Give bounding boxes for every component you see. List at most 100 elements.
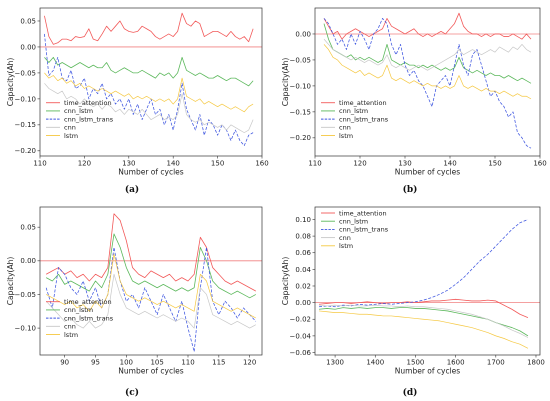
plot-frame <box>314 206 541 356</box>
legend-label-cnn_lstm: cnn_lstm <box>339 107 368 115</box>
y-axis-label: Capacity(Ah) <box>6 257 15 306</box>
chart-panel-c: 90 95 100 105 110 115 120 0.05 0.00 −0.05 −0.10 Num… <box>6 206 263 376</box>
panel-label-c: (c) <box>125 387 139 398</box>
legend: time_attentioncnn_lstmcnn_lstm_transcnnl… <box>321 209 389 250</box>
series-line-lstm <box>323 44 532 100</box>
y-tick-label: 0.00 <box>295 299 311 307</box>
x-tick-label: 115 <box>212 359 225 367</box>
legend-label-cnn_lstm: cnn_lstm <box>64 306 93 314</box>
y-tick-label: 0.04 <box>295 266 311 274</box>
x-tick-label: 120 <box>78 160 91 168</box>
x-tick-label: 110 <box>33 160 46 168</box>
y-tick-label: −0.10 <box>290 82 311 90</box>
legend-label-cnn_lstm: cnn_lstm <box>64 107 93 115</box>
series-line-lstm <box>44 72 254 113</box>
legend: time_attentioncnn_lstmcnn_lstm_transcnnl… <box>321 99 389 140</box>
legend-label-cnn: cnn <box>339 124 351 132</box>
legend-label-cnn_lstm_trans: cnn_lstm_trans <box>64 314 114 322</box>
series-line-time_attention <box>318 298 529 318</box>
x-tick-label: 1300 <box>326 359 344 367</box>
y-tick-label: −0.05 <box>15 291 36 299</box>
legend-label-time_attention: time_attention <box>64 99 112 107</box>
x-tick-label: 1500 <box>407 359 425 367</box>
series-line-lstm <box>318 310 529 349</box>
plot-frame <box>314 7 541 157</box>
panel-label-b: (b) <box>403 184 418 195</box>
x-tick-label: 110 <box>181 359 194 367</box>
y-tick-label: 0.06 <box>295 249 311 257</box>
x-tick-label: 140 <box>443 160 456 168</box>
panel-label-d: (d) <box>403 387 418 398</box>
y-tick-label: 0.02 <box>295 282 311 290</box>
y-tick-label: −0.15 <box>15 121 36 129</box>
y-tick-label: −0.06 <box>290 349 312 357</box>
legend-label-lstm: lstm <box>339 132 353 140</box>
legend-label-cnn_lstm_trans: cnn_lstm_trans <box>339 115 389 123</box>
x-tick-label: 1600 <box>447 359 465 367</box>
x-axis-label: Number of cycles <box>395 367 461 376</box>
chart-panel-a: 110 120 130 140 150 160 0.05 0.00 −0.05 −0.10 −0.1… <box>6 7 269 177</box>
y-axis-label: Capacity(Ah) <box>281 257 290 306</box>
y-tick-label: −0.10 <box>15 324 36 332</box>
series-line-time_attention <box>45 213 257 292</box>
series-line-cnn_lstm <box>44 56 254 87</box>
legend: time_attentioncnn_lstmcnn_lstm_transcnnl… <box>46 298 114 339</box>
series-line-cnn_lstm <box>45 233 257 299</box>
series-line-cnn <box>318 304 529 338</box>
series-line-cnn_lstm_trans <box>323 18 532 149</box>
x-axis-label: Number of cycles <box>395 168 461 177</box>
x-tick-label: 140 <box>167 160 180 168</box>
legend-label-time_attention: time_attention <box>339 209 387 217</box>
x-tick-label: 130 <box>122 160 135 168</box>
y-tick-label: −0.05 <box>15 69 36 77</box>
y-tick-label: 0.00 <box>20 257 36 265</box>
x-tick-label: 160 <box>533 160 546 168</box>
plot-frame <box>39 7 263 157</box>
x-tick-label: 1700 <box>487 359 505 367</box>
x-tick-label: 120 <box>353 160 366 168</box>
chart-panel-b: 110 120 130 140 150 160 0.00 −0.05 −0.10 −0.15 −0.… <box>281 7 547 177</box>
chart-panel-d: 1300 1400 1500 1600 1700 1800 0.10 0.08 0.06 0.04… <box>281 206 545 376</box>
x-tick-label: 100 <box>120 359 133 367</box>
legend-label-time_attention: time_attention <box>339 99 387 107</box>
legend-label-lstm: lstm <box>64 132 78 140</box>
legend-label-lstm: lstm <box>339 242 353 250</box>
legend-label-cnn_lstm_trans: cnn_lstm_trans <box>64 115 114 123</box>
series-line-time_attention <box>323 12 532 40</box>
legend-label-cnn: cnn <box>64 124 76 132</box>
y-tick-label: 0.00 <box>20 43 36 51</box>
y-tick-label: −0.04 <box>290 332 312 340</box>
series-line-cnn <box>44 83 254 133</box>
y-tick-label: 0.10 <box>295 216 311 224</box>
legend-label-cnn_lstm: cnn_lstm <box>339 218 368 226</box>
x-tick-label: 110 <box>308 160 321 168</box>
x-tick-label: 1800 <box>527 359 545 367</box>
legend-label-cnn: cnn <box>64 323 76 331</box>
y-tick-label: 0.05 <box>20 17 36 25</box>
y-tick-label: 0.08 <box>295 233 311 241</box>
y-tick-label: −0.15 <box>290 108 311 116</box>
series-line-cnn_lstm <box>323 23 532 84</box>
legend-label-time_attention: time_attention <box>64 298 112 306</box>
panel-label-a: (a) <box>125 184 139 195</box>
legend: time_attentioncnn_lstmcnn_lstm_transcnnl… <box>46 99 114 140</box>
y-tick-label: −0.20 <box>290 134 311 142</box>
plot-frame <box>39 206 263 356</box>
series-line-lstm <box>46 253 256 319</box>
series-line-cnn <box>323 38 532 71</box>
y-tick-label: −0.02 <box>290 316 311 324</box>
x-tick-label: 1400 <box>366 359 384 367</box>
x-axis-label: Number of cycles <box>118 168 184 177</box>
series-line-cnn_lstm <box>318 307 529 337</box>
x-tick-label: 130 <box>398 160 411 168</box>
y-tick-label: 0.05 <box>20 224 36 232</box>
x-tick-label: 105 <box>150 359 163 367</box>
legend-label-lstm: lstm <box>64 331 78 339</box>
x-tick-label: 150 <box>211 160 224 168</box>
y-tick-label: −0.10 <box>15 95 36 103</box>
y-tick-label: −0.05 <box>290 56 311 64</box>
x-tick-label: 120 <box>243 359 256 367</box>
y-tick-label: −0.20 <box>15 147 36 155</box>
y-axis-label: Capacity(Ah) <box>6 58 15 107</box>
legend-label-cnn: cnn <box>339 234 351 242</box>
